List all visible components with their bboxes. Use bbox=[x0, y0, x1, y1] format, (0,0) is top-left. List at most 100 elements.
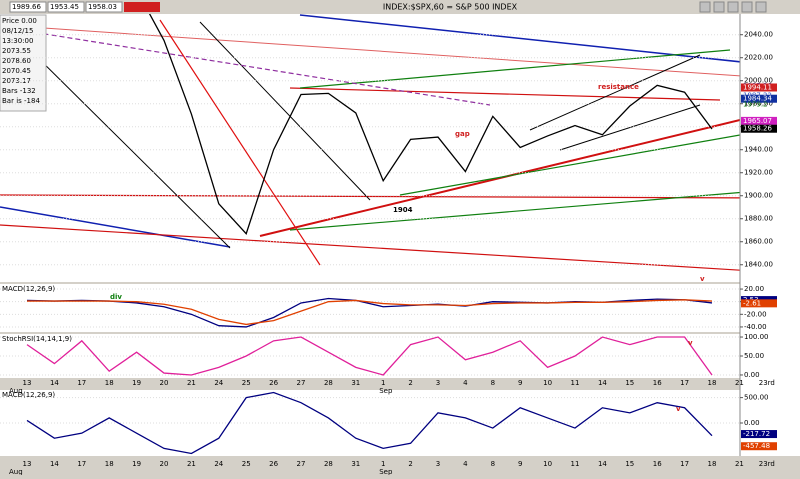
value-tag: -217.72 bbox=[743, 430, 770, 438]
value-tag: 1958.26 bbox=[743, 125, 772, 133]
chart-title: INDEX:$SPX,60 = S&P 500 INDEX bbox=[383, 3, 518, 12]
value-tag: 1984.34 bbox=[743, 95, 772, 103]
value-tag: 1979.2 bbox=[743, 101, 768, 109]
x-tick-label: 13 bbox=[23, 379, 32, 387]
x-tick-label: 3 bbox=[436, 379, 440, 387]
annotation: v bbox=[700, 275, 705, 283]
value-tag-box bbox=[741, 94, 777, 103]
x-tick-label: 8 bbox=[491, 460, 495, 468]
x-tick-label: 19 bbox=[132, 460, 141, 468]
trendline bbox=[199, 21, 371, 201]
x-tick-label: 20 bbox=[160, 379, 169, 387]
x-tick-label: 17 bbox=[680, 460, 689, 468]
x-tick-label: 28 bbox=[324, 379, 333, 387]
toolbar-icon[interactable] bbox=[755, 1, 767, 13]
info-line: 2073.55 bbox=[2, 47, 31, 55]
x-tick-label: 14 bbox=[598, 379, 607, 387]
value-tag-box bbox=[741, 442, 777, 451]
y-tick-label: 1840.00 bbox=[744, 261, 773, 269]
x-tick-label: 1 bbox=[381, 379, 385, 387]
info-line: 2070.45 bbox=[2, 67, 31, 75]
trendline bbox=[559, 104, 701, 151]
panel-title: MACD(12,26,9) bbox=[2, 285, 55, 293]
trendline bbox=[289, 191, 740, 231]
x-tick-label: 18 bbox=[105, 379, 114, 387]
quote-value: 1989.66 bbox=[12, 3, 41, 11]
y-tick-label: 100.00 bbox=[744, 333, 769, 341]
x-tick-label: 31 bbox=[351, 379, 360, 387]
trendline bbox=[0, 224, 740, 271]
toolbar-icon[interactable] bbox=[699, 1, 711, 13]
value-tag: 1965.07 bbox=[743, 117, 772, 125]
x-tick-label: 14 bbox=[598, 460, 607, 468]
x-tick-label: 10 bbox=[543, 379, 552, 387]
quote-box bbox=[47, 1, 85, 13]
toolbar-icon[interactable] bbox=[741, 1, 753, 13]
annotation: 1904 bbox=[393, 206, 413, 214]
x-tick-label: 25 bbox=[242, 379, 251, 387]
x-tick-label: 18 bbox=[708, 379, 717, 387]
toolbar-icon[interactable] bbox=[727, 1, 739, 13]
trendline bbox=[289, 87, 721, 101]
x-tick-label: 17 bbox=[77, 460, 86, 468]
y-tick-label: 1900.00 bbox=[744, 192, 773, 200]
x-tick-label: 11 bbox=[571, 379, 580, 387]
x-tick-label: 24 bbox=[214, 460, 223, 468]
y-tick-label: 1860.00 bbox=[744, 238, 773, 246]
x-tick-label: 25 bbox=[242, 460, 251, 468]
value-tag-box bbox=[741, 299, 777, 308]
y-tick-label: 2020.00 bbox=[744, 54, 773, 62]
x-tick-label: 10 bbox=[543, 460, 552, 468]
y-tick-label: 20.00 bbox=[744, 285, 764, 293]
info-line: 2078.60 bbox=[2, 57, 31, 65]
info-line: 08/12/15 bbox=[2, 27, 33, 35]
value-tag-box bbox=[741, 124, 777, 133]
value-tag: 1994.11 bbox=[743, 83, 772, 91]
toolbar-icon[interactable] bbox=[713, 1, 725, 13]
x-tick-label: 20 bbox=[160, 460, 169, 468]
trendline bbox=[529, 54, 701, 131]
panel-marks bbox=[0, 14, 740, 266]
x-tick-label: 14 bbox=[50, 460, 59, 468]
header-bar bbox=[0, 0, 800, 14]
y-tick-label: 1880.00 bbox=[744, 215, 773, 223]
y-tick-label: 1920.00 bbox=[744, 169, 773, 177]
y-tick-label: 2040.00 bbox=[744, 31, 773, 39]
trendline bbox=[299, 49, 731, 89]
x-tick-label: 18 bbox=[708, 460, 717, 468]
x-tick-label: 13 bbox=[23, 460, 32, 468]
quote-value: 1953.45 bbox=[50, 3, 79, 11]
y-tick-label: -40.00 bbox=[744, 323, 767, 331]
y-tick-label: 0.00 bbox=[744, 419, 760, 427]
annotation: v bbox=[688, 339, 693, 347]
x-tick-label: 8 bbox=[491, 379, 495, 387]
x-tick-label: 19 bbox=[132, 379, 141, 387]
panel-marks bbox=[0, 288, 740, 328]
trendline bbox=[0, 194, 740, 199]
trendline bbox=[19, 39, 231, 249]
x-tick-label: 9 bbox=[518, 379, 522, 387]
quote-box bbox=[124, 2, 160, 12]
x-tick-label: 16 bbox=[653, 460, 662, 468]
trendline bbox=[159, 19, 321, 266]
trendlines bbox=[0, 14, 740, 271]
x-tick-label: 28 bbox=[324, 460, 333, 468]
value-tag: -457.48 bbox=[743, 442, 770, 450]
value-tag-box bbox=[741, 83, 777, 92]
x-tick-label: 26 bbox=[269, 379, 278, 387]
quote-box bbox=[9, 1, 47, 13]
trendline bbox=[0, 24, 740, 77]
x-tick-label: 14 bbox=[50, 379, 59, 387]
x-tick-label: 21 bbox=[735, 379, 744, 387]
value-tag-box bbox=[741, 116, 777, 125]
value-tag: -2.61 bbox=[743, 299, 761, 307]
info-line: 2073.17 bbox=[2, 77, 31, 85]
x-tick-label: 11 bbox=[571, 460, 580, 468]
trendline bbox=[19, 29, 491, 106]
month-label: Sep bbox=[379, 468, 393, 475]
x-tick-label: 15 bbox=[625, 460, 634, 468]
x-tick-label: 21 bbox=[187, 379, 196, 387]
x-tick-label: 31 bbox=[351, 460, 360, 468]
macd-panel bbox=[0, 284, 740, 332]
